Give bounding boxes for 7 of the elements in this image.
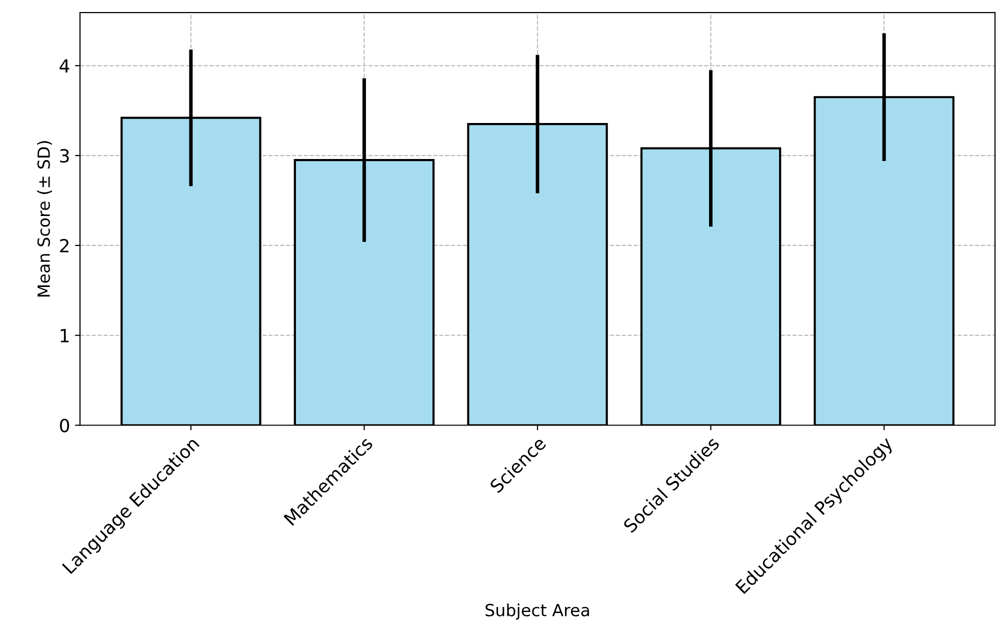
y-axis-title: Mean Score (± SD) <box>37 141 52 296</box>
y-tick-label: 4 <box>60 59 70 72</box>
y-tick-label: 2 <box>60 238 68 252</box>
y-tick-label: 1 <box>60 329 69 342</box>
x-axis-title: Subject Area <box>486 604 589 620</box>
y-tick-label: 3 <box>60 149 69 163</box>
y-tick-label: 0 <box>60 418 70 432</box>
